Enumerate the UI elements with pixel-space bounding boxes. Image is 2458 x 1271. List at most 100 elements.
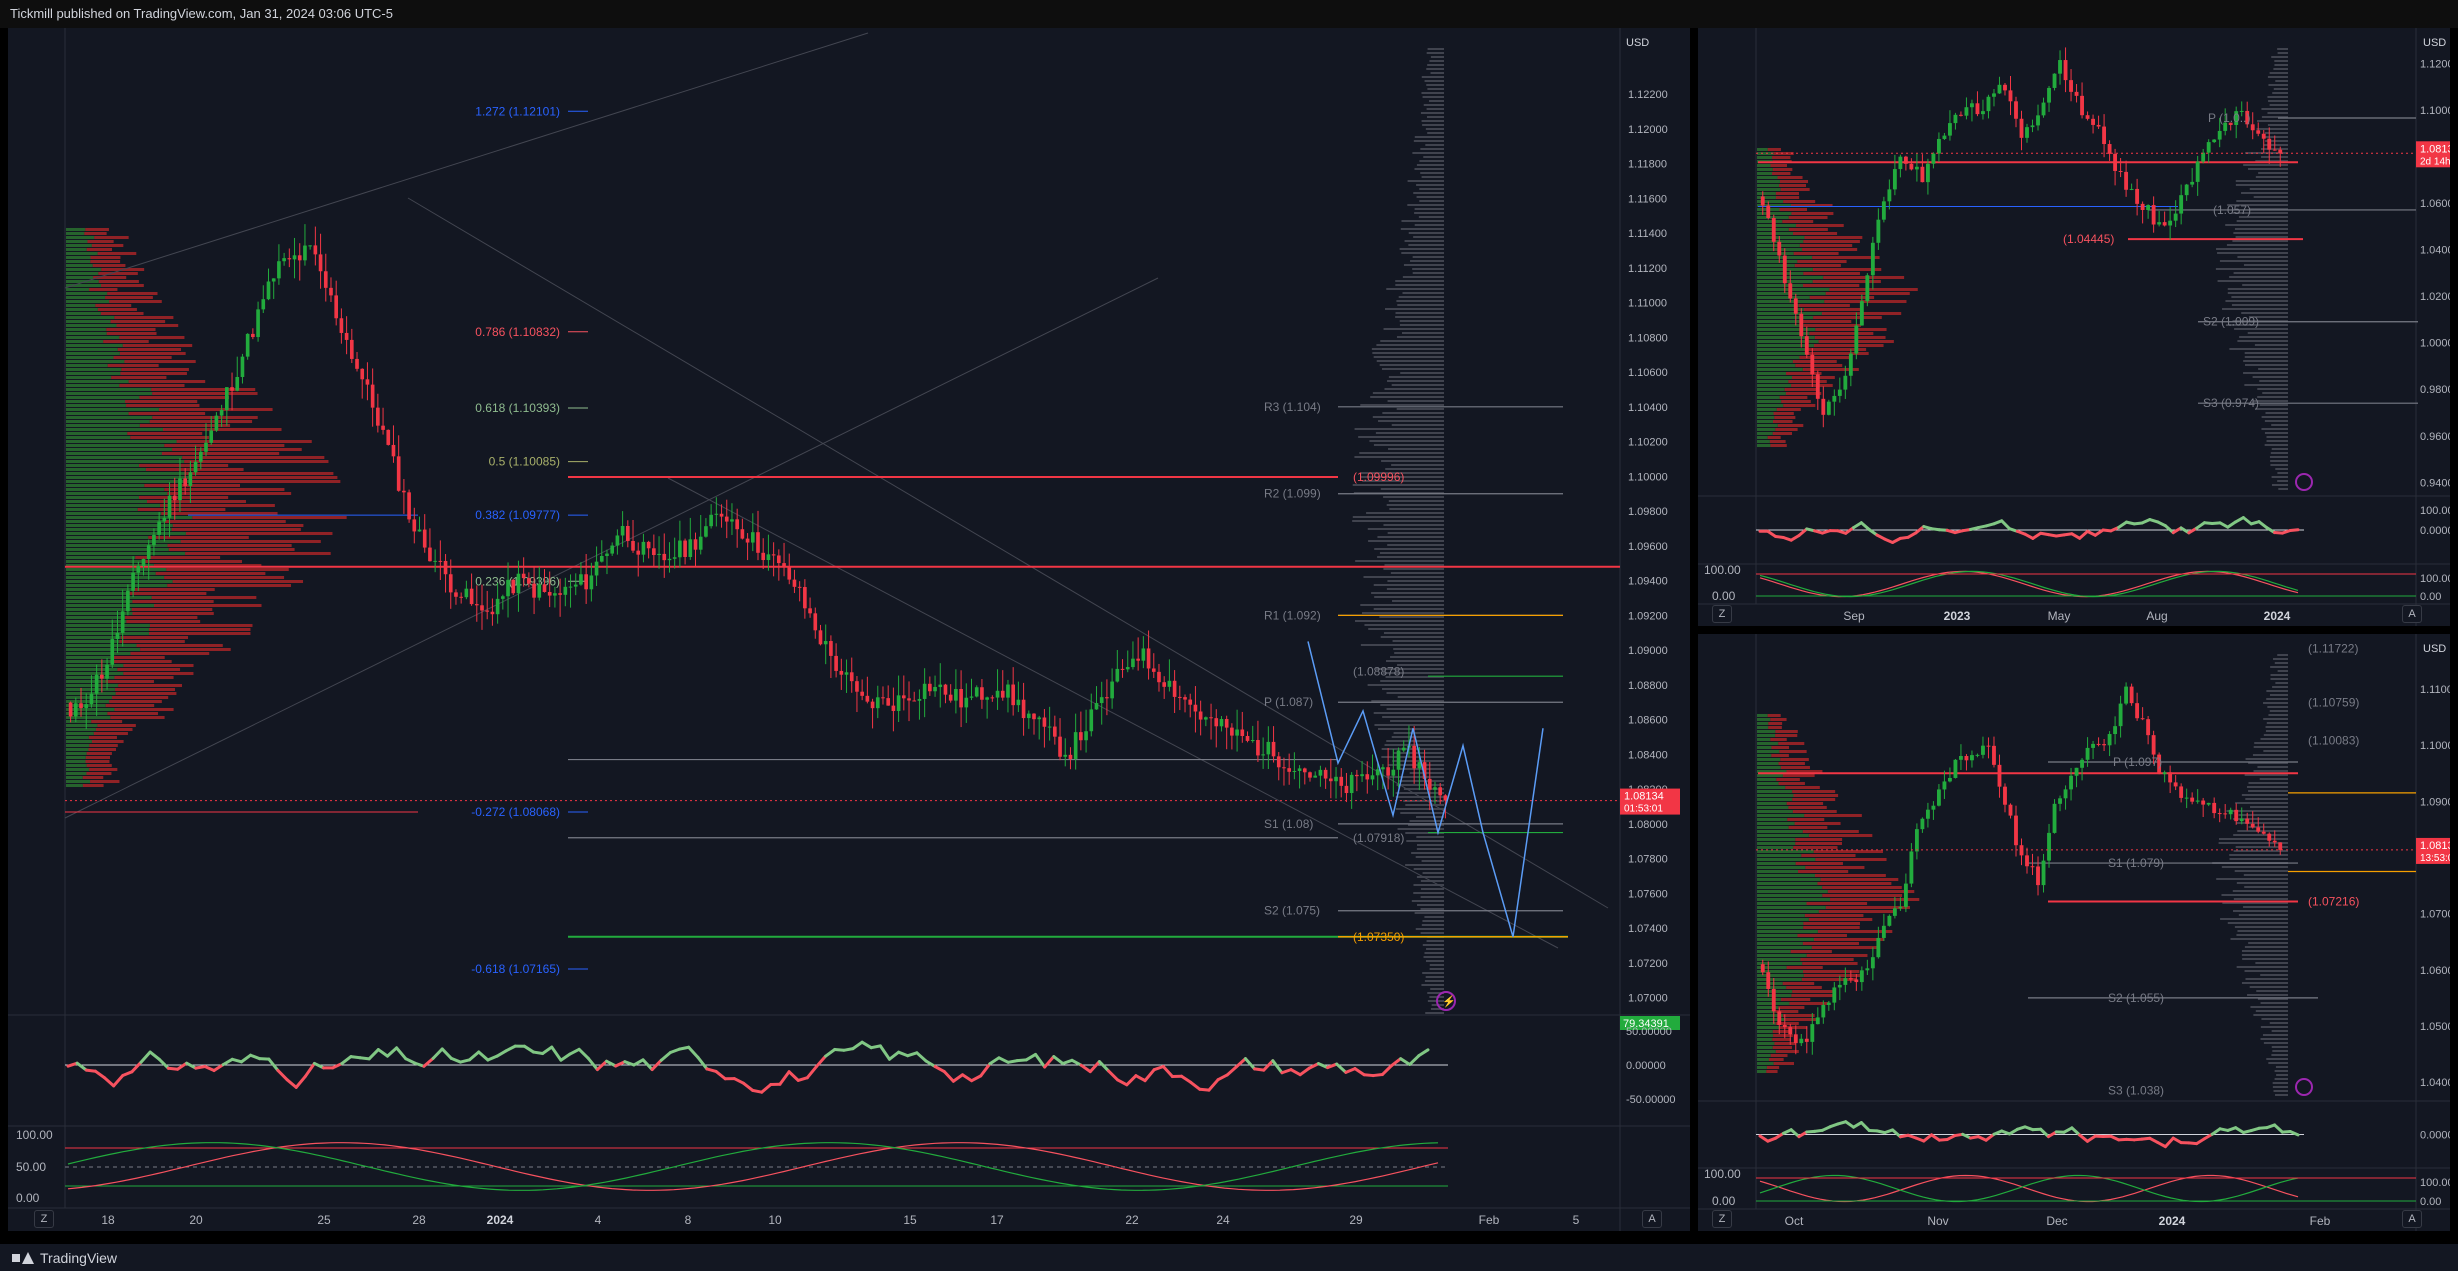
main-osc-seg <box>787 1070 800 1082</box>
main-candle <box>636 550 641 555</box>
weekly-right-vp-bar <box>2234 228 2288 230</box>
main-right-vp-bar <box>1424 952 1444 954</box>
daily-left-vp-down <box>1774 1042 1796 1045</box>
weekly-candle <box>1815 374 1820 399</box>
main-candle <box>1162 682 1167 687</box>
main-candle <box>1235 729 1239 736</box>
daily-osc-seg <box>2008 1127 2019 1136</box>
br-axis-z-button[interactable]: Z <box>1712 1210 1732 1228</box>
main-osc-seg <box>130 1060 143 1074</box>
main-right-vp-bar <box>1425 960 1444 962</box>
daily-chart-panel[interactable]: USD1.110001.100001.090001.080001.070001.… <box>1698 634 2450 1231</box>
main-osc-seg <box>1271 1059 1284 1075</box>
main-candle <box>386 429 391 445</box>
main-left-vp-down <box>95 304 132 307</box>
br-axis-a-button[interactable]: A <box>2402 1210 2422 1228</box>
main-candle <box>277 261 281 279</box>
daily-candle <box>2113 726 2118 735</box>
main-right-vp-bar <box>1416 876 1444 878</box>
main-chart-panel[interactable]: USD 1.12200 1.12000 1.11800 1.11600 1.11400 1.… <box>8 28 1690 1231</box>
weekly-candle <box>1942 135 1947 139</box>
daily-candle <box>1964 756 1969 761</box>
main-candle <box>761 552 766 561</box>
weekly-price-tick: 0.96000 <box>2420 431 2450 443</box>
main-bg <box>8 28 1690 1231</box>
main-right-vp-bar <box>1425 1012 1444 1014</box>
weekly-candle <box>1931 153 1936 164</box>
main-left-vp-up <box>66 740 92 743</box>
main-right-vp-bar <box>1426 68 1444 70</box>
weekly-candle <box>2212 139 2217 143</box>
main-left-vp-down <box>98 280 139 283</box>
weekly-right-vp-bar <box>2265 140 2288 142</box>
main-candle <box>683 540 687 557</box>
weekly-candle <box>2206 142 2211 153</box>
axis-z-button[interactable]: Z <box>34 1210 54 1228</box>
main-right-vp-bar <box>1391 424 1444 426</box>
main-candle <box>547 591 552 596</box>
weekly-candle <box>2261 133 2266 139</box>
weekly-left-vp-up <box>1757 308 1804 311</box>
weekly-right-vp-bar <box>2243 360 2288 362</box>
main-right-vp-bar <box>1419 160 1444 162</box>
daily-left-vp-up <box>1757 798 1793 801</box>
main-left-vp-down <box>92 264 126 267</box>
daily-candle <box>1810 1024 1815 1042</box>
weekly-candle <box>2113 153 2118 171</box>
weekly-pivot-label: (1.057) <box>2213 203 2251 217</box>
weekly-price-tick: 1.04000 <box>2420 245 2450 257</box>
daily-osc-seg <box>1891 1128 1902 1139</box>
daily-candle <box>1942 781 1947 790</box>
daily-left-vp-up <box>1757 1014 1783 1017</box>
tr-axis-a-button[interactable]: A <box>2402 605 2422 623</box>
main-chart-svg[interactable]: USD1.122001.120001.118001.116001.114001.… <box>8 28 1690 1231</box>
daily-left-vp-up <box>1757 1062 1774 1065</box>
main-right-vp-bar <box>1421 120 1444 122</box>
weekly-right-vp-bar <box>2267 124 2288 126</box>
main-right-vp-bar <box>1382 672 1444 674</box>
daily-right-vp-bar <box>2236 882 2288 884</box>
main-osc-seg <box>659 1050 672 1062</box>
daily-right-vp-bar <box>2253 770 2288 772</box>
weekly-chart-panel[interactable]: USD1.120001.100001.080001.060001.040001.… <box>1698 28 2450 626</box>
tr-axis-z-button[interactable]: Z <box>1712 605 1732 623</box>
main-osc-seg <box>1207 1078 1220 1092</box>
main-left-vp-up <box>66 260 91 263</box>
weekly-osc-seg <box>2078 529 2089 540</box>
daily-left-vp-up <box>1757 734 1776 737</box>
main-osc-seg <box>285 1078 298 1089</box>
main-osc-seg <box>1097 1060 1111 1073</box>
main-right-vp-bar <box>1361 612 1444 614</box>
main-left-vp-up <box>66 428 163 431</box>
main-right-vp-bar <box>1422 944 1444 946</box>
main-candle <box>349 339 354 359</box>
weekly-right-vp-bar <box>2229 324 2288 326</box>
daily-chart-svg[interactable]: USD1.110001.100001.090001.080001.070001.… <box>1698 634 2450 1231</box>
daily-candle <box>2184 797 2189 799</box>
footer-brand[interactable]: TradingView <box>40 1249 118 1266</box>
fib-label: 1.272 (1.12101) <box>475 104 560 118</box>
weekly-price-value: 1.08134 <box>2420 143 2450 155</box>
weekly-candle <box>1771 217 1776 242</box>
daily-right-vp-bar <box>2245 758 2288 760</box>
axis-a-button[interactable]: A <box>1642 1210 1662 1228</box>
weekly-chart-svg[interactable]: USD1.120001.100001.080001.060001.040001.… <box>1698 28 2450 626</box>
weekly-left-vp-down <box>1823 276 1905 279</box>
main-candle <box>584 574 588 590</box>
weekly-left-vp-down <box>1813 316 1882 319</box>
daily-left-vp-down <box>1772 1030 1793 1033</box>
daily-candle <box>2107 734 2112 746</box>
main-candle <box>875 697 880 709</box>
main-osc-seg <box>1125 1074 1138 1087</box>
main-right-vp-bar <box>1397 664 1444 666</box>
main-candle <box>329 287 333 296</box>
main-left-vp-down <box>131 608 213 611</box>
main-candle <box>1271 741 1276 757</box>
main-candle <box>188 472 193 486</box>
main-left-vp-up <box>66 692 116 695</box>
price-tick-label: 1.08000 <box>1628 819 1668 831</box>
weekly-osc-seg <box>1867 528 1879 537</box>
main-candle <box>469 588 474 605</box>
weekly-left-vp-down <box>1767 436 1781 439</box>
main-candle <box>1198 711 1203 720</box>
